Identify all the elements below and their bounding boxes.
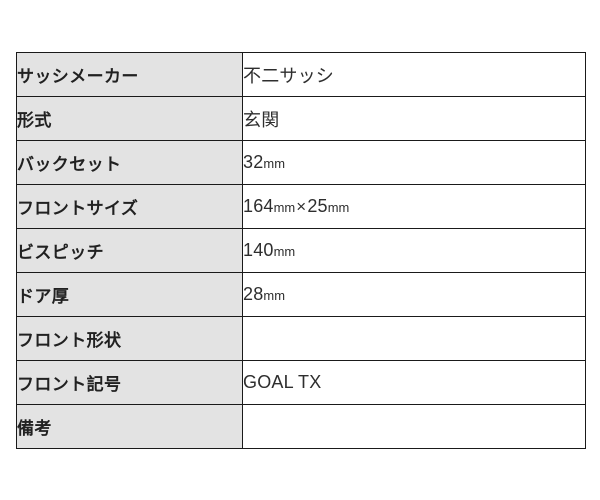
spec-value-cell [242,404,586,449]
table-row: 備考 [16,404,586,449]
table-row: ドア厚 28mm [16,272,586,317]
spec-value-cell [242,316,586,361]
spec-value-segment: 32 [243,152,264,172]
spec-table-body: サッシメーカー 不二サッシ 形式 玄関 バックセット 32mm フロントサイズ 164mm×2… [16,52,586,449]
table-row: フロント形状 [16,316,586,361]
spec-value-segment: 164 [243,196,274,216]
spec-label-cell: 形式 [16,96,243,141]
table-row: フロントサイズ 164mm×25mm [16,184,586,229]
spec-value-segment: mm [263,156,286,171]
table-row: サッシメーカー 不二サッシ [16,52,586,97]
spec-value-cell: 32mm [242,140,586,185]
spec-label-cell: フロントサイズ [16,184,243,229]
spec-value-cell: GOAL TX [242,360,586,405]
table-row: ビスピッチ 140mm [16,228,586,273]
spec-label-cell: フロント記号 [16,360,243,405]
spec-value-cell: 不二サッシ [242,52,586,97]
spec-label-cell: サッシメーカー [16,52,243,97]
spec-value-segment: mm [263,288,286,303]
table-row: バックセット 32mm [16,140,586,185]
spec-value-segment: 不二サッシ [243,65,334,86]
spec-value-segment: × [296,197,307,216]
spec-value-segment: 25 [307,196,328,216]
spec-value-segment: GOAL TX [243,372,322,392]
spec-value-segment: mm [273,244,296,259]
spec-label-cell: ビスピッチ [16,228,243,273]
spec-value-segment: mm [327,200,350,215]
spec-value-cell: 玄関 [242,96,586,141]
spec-label-cell: フロント形状 [16,316,243,361]
specification-table: サッシメーカー 不二サッシ 形式 玄関 バックセット 32mm フロントサイズ 164mm×2… [16,52,586,449]
spec-label-cell: 備考 [16,404,243,449]
spec-value-segment: 140 [243,240,274,260]
spec-value-cell: 164mm×25mm [242,184,586,229]
table-row: 形式 玄関 [16,96,586,141]
spec-label-cell: ドア厚 [16,272,243,317]
spec-value-cell: 140mm [242,228,586,273]
table-row: フロント記号 GOAL TX [16,360,586,405]
spec-label-cell: バックセット [16,140,243,185]
spec-value-cell: 28mm [242,272,586,317]
spec-value-segment: 玄関 [243,109,280,130]
spec-value-segment: 28 [243,284,264,304]
spec-value-segment: mm [273,200,296,215]
